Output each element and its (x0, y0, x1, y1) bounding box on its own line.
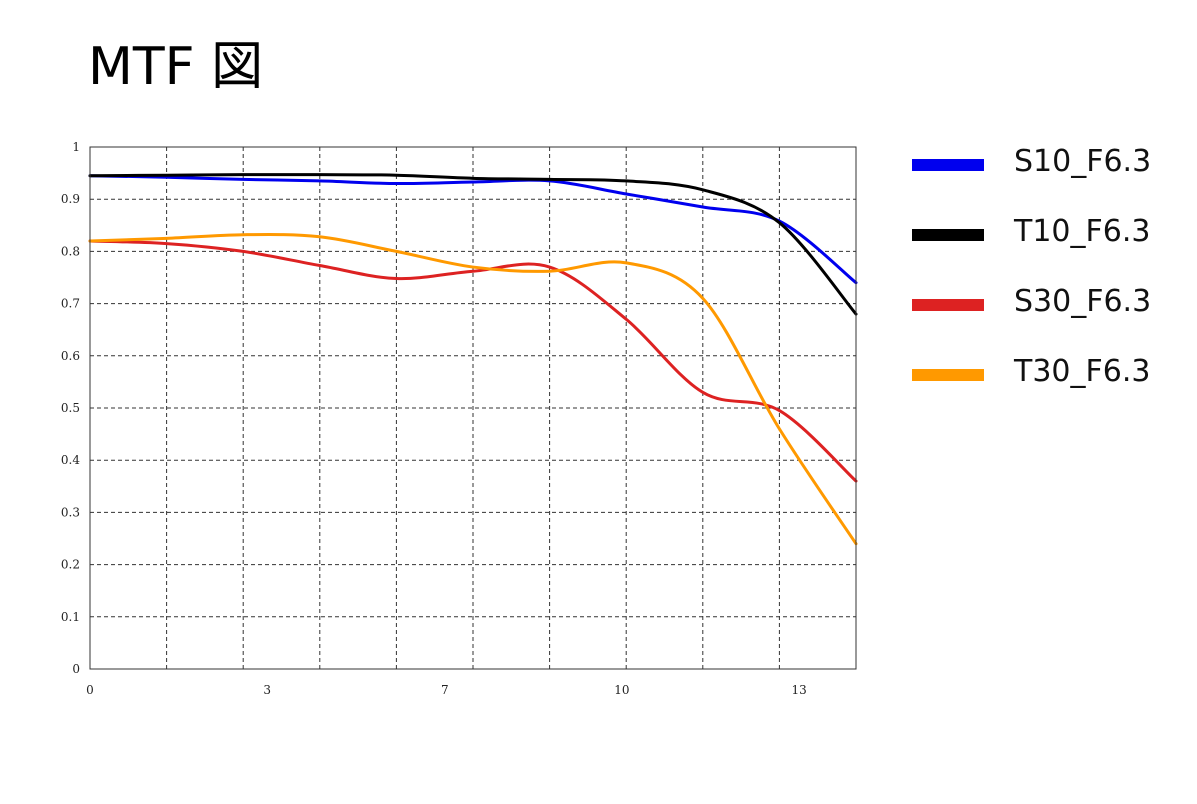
x-tick-label: 3 (263, 683, 271, 697)
series-line-s10-f6-3 (88, 174, 858, 285)
y-tick-label: 0.5 (61, 401, 80, 415)
plot-frame (89, 146, 857, 670)
grid (90, 147, 856, 669)
legend-swatch (912, 229, 984, 241)
legend-item-s10: S10_F6.3 (912, 140, 1172, 180)
x-tick-label: 0 (86, 683, 94, 697)
page-title: MTF 図 (88, 37, 264, 97)
y-tick-labels: 0 0.1 0.2 0.3 0.4 0.5 0.6 0.7 0.8 0.9 1 (61, 140, 80, 676)
legend-label: T10_F6.3 (1014, 214, 1151, 249)
y-tick-label: 0.2 (61, 558, 80, 572)
legend-label: S10_F6.3 (1014, 144, 1152, 179)
series-line-t10-f6-3 (88, 173, 858, 316)
y-tick-label: 0.4 (61, 453, 80, 467)
legend-label: T30_F6.3 (1014, 354, 1151, 389)
y-tick-label: 1 (72, 140, 80, 154)
legend-item-s30: S30_F6.3 (912, 280, 1172, 320)
y-tick-label: 0.1 (61, 610, 80, 624)
x-tick-labels: 0 3 7 10 13 (86, 683, 807, 697)
legend-swatch (912, 299, 984, 311)
y-tick-label: 0.6 (61, 349, 80, 363)
y-tick-label: 0.8 (61, 244, 80, 258)
y-tick-label: 0.7 (61, 297, 80, 311)
series-line-t30-f6-3 (88, 233, 858, 546)
x-tick-label: 13 (791, 683, 806, 697)
y-tick-label: 0 (72, 662, 80, 676)
legend-item-t10: T10_F6.3 (912, 210, 1172, 250)
legend-item-t30: T30_F6.3 (912, 350, 1172, 390)
x-tick-label: 7 (441, 683, 449, 697)
legend-swatch (912, 159, 984, 171)
series-lines (88, 173, 858, 546)
x-tick-label: 10 (614, 683, 629, 697)
legend-label: S30_F6.3 (1014, 284, 1152, 319)
y-tick-label: 0.9 (61, 192, 80, 206)
y-tick-label: 0.3 (61, 505, 80, 519)
legend-swatch (912, 369, 984, 381)
